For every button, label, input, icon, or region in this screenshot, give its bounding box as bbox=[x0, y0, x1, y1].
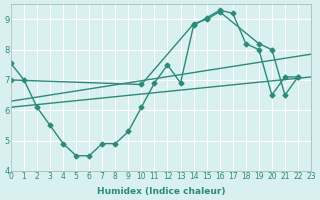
X-axis label: Humidex (Indice chaleur): Humidex (Indice chaleur) bbox=[97, 187, 225, 196]
